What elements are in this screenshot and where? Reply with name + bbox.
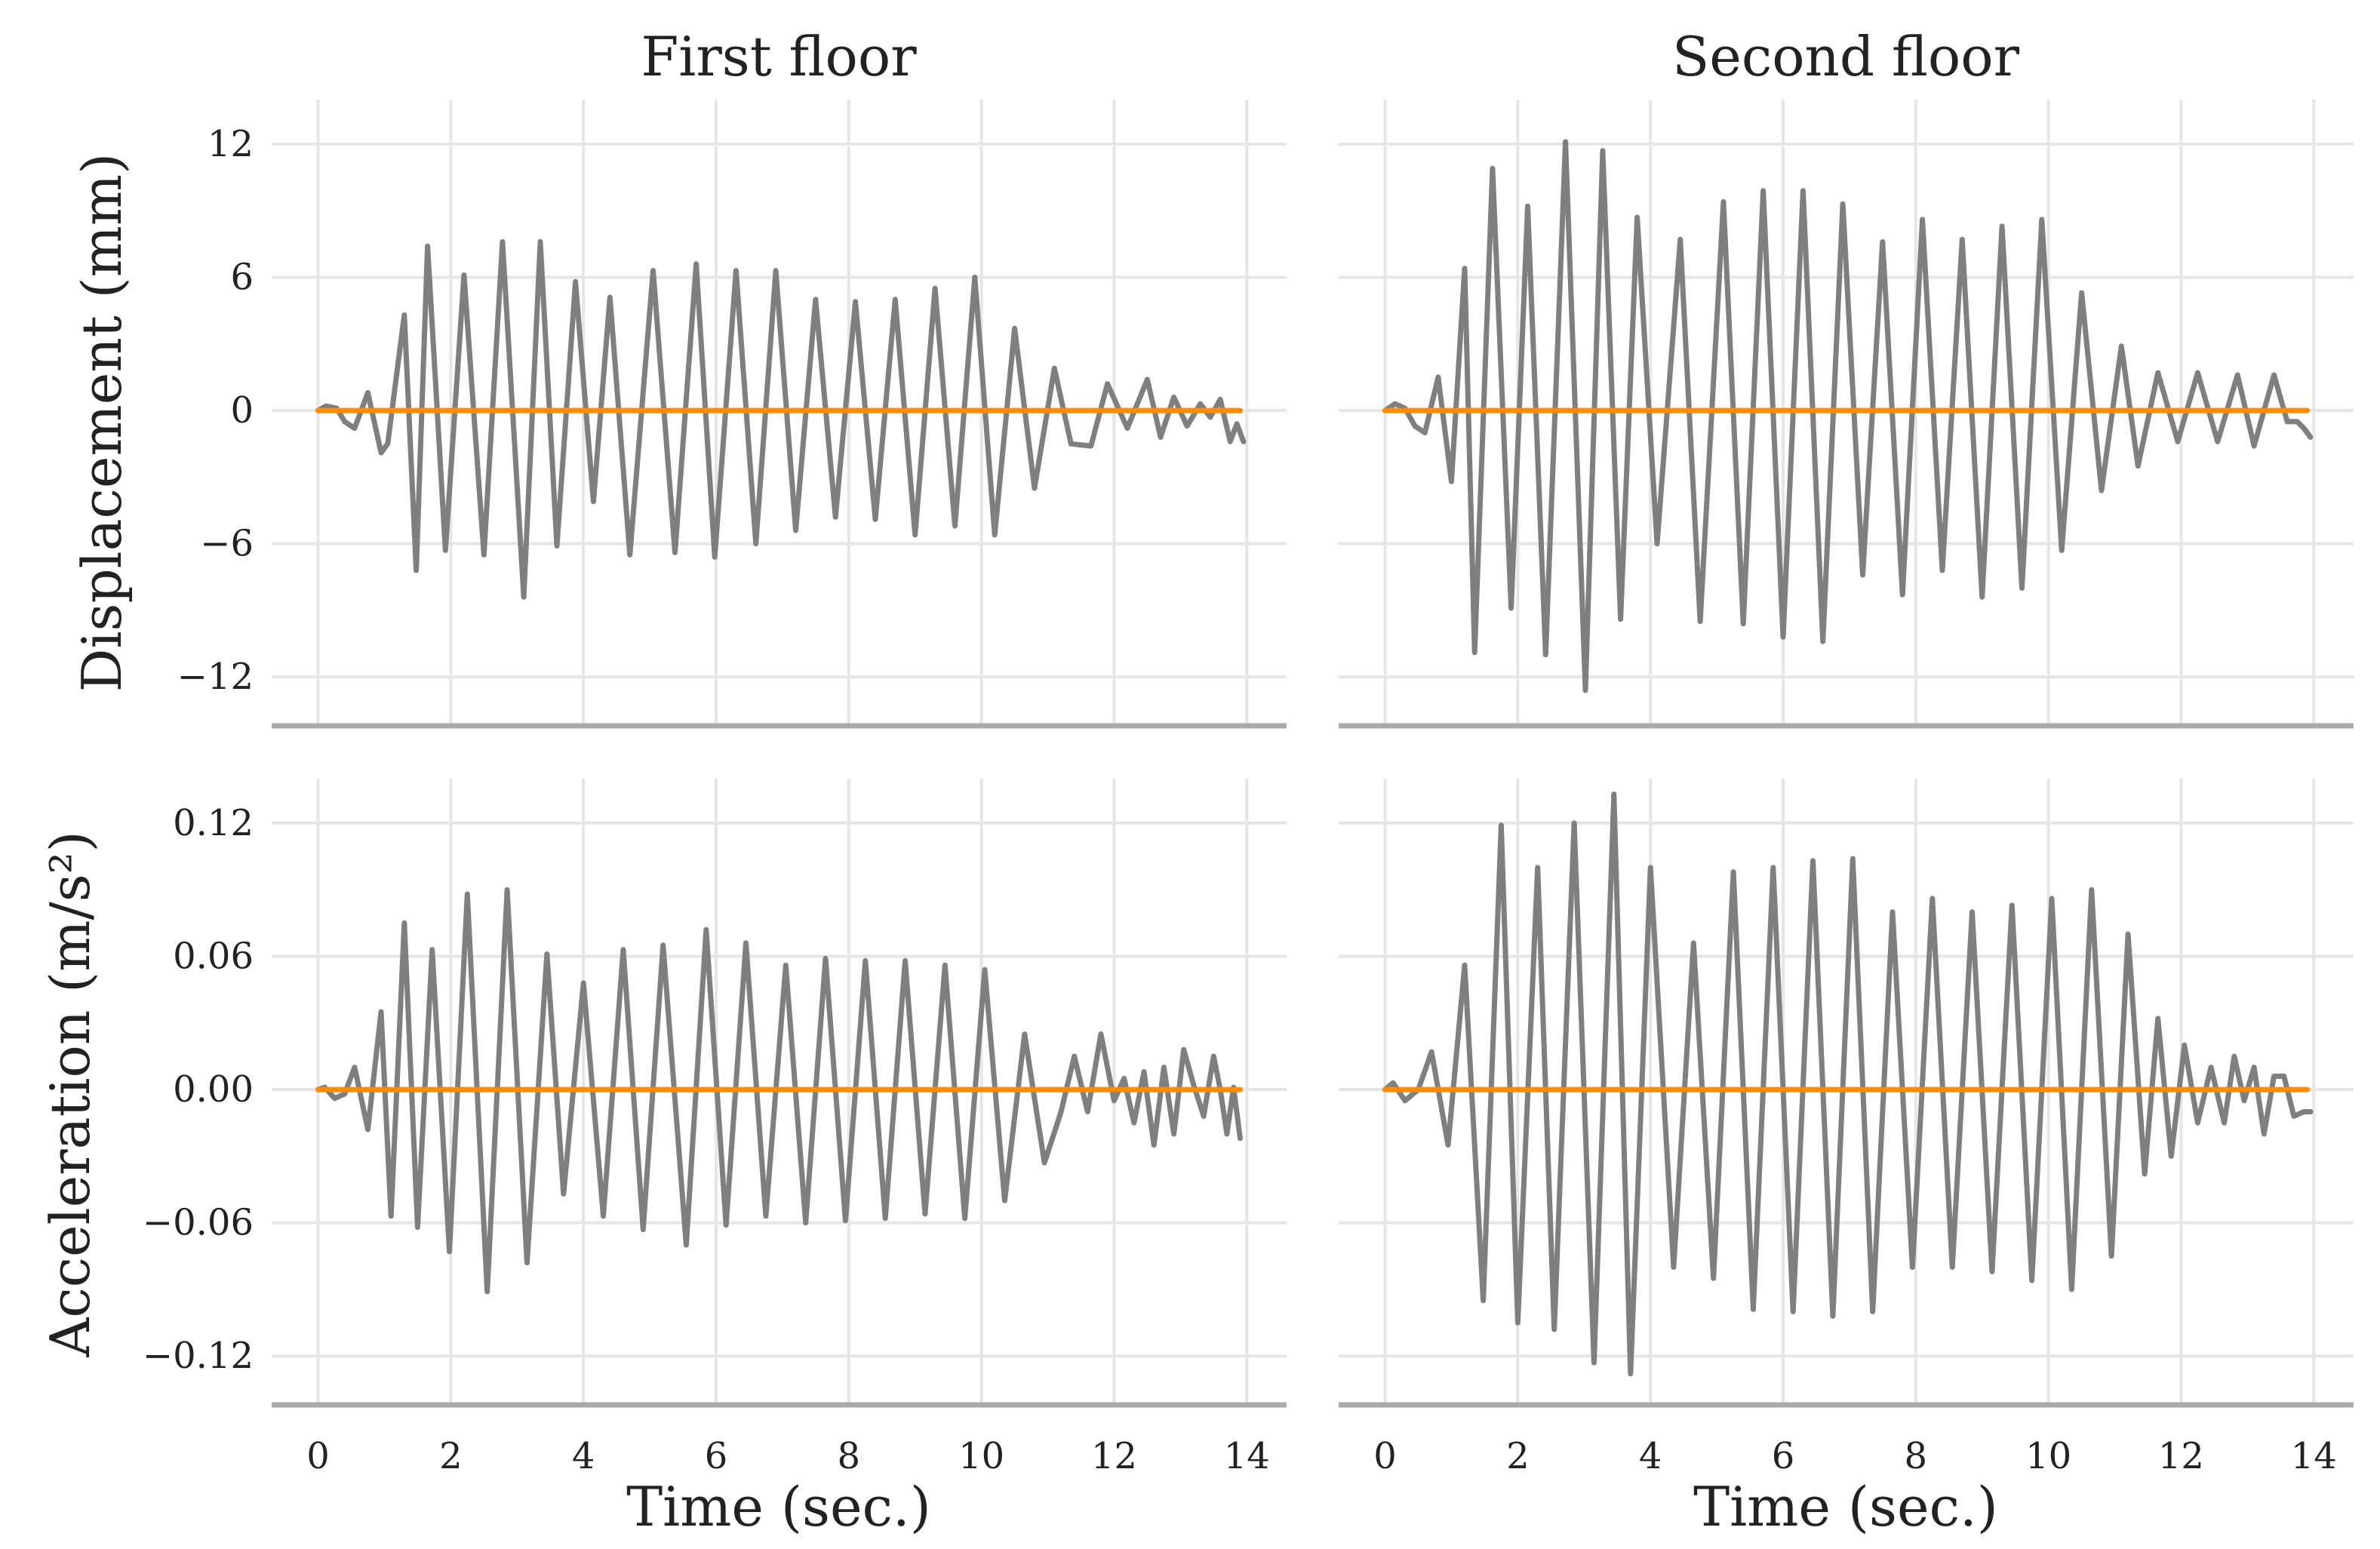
x-tick-label: 0 [306, 1435, 330, 1477]
y-tick-label: 6 [230, 256, 254, 298]
x-tick-label: 8 [1905, 1435, 1928, 1477]
ylabel-acceleration: Acceleration (m/s²) [38, 831, 102, 1357]
x-tick-label: 2 [1506, 1435, 1530, 1477]
x-tick-label: 10 [958, 1435, 1004, 1477]
displacement-second-floor-panel [1339, 100, 2354, 729]
y-tick-label: 12 [208, 123, 254, 165]
col-title-first: First floor [641, 25, 917, 88]
xlabel-second: Time (sec.) [1693, 1475, 1998, 1538]
y-tick-label: −12 [177, 656, 254, 698]
x-tick-label: 10 [2025, 1435, 2071, 1477]
col-title-second: Second floor [1672, 25, 2020, 88]
x-tick-label: 4 [572, 1435, 595, 1477]
y-tick-label: −0.06 [143, 1202, 254, 1244]
x-tick-label: 8 [838, 1435, 861, 1477]
x-tick-label: 6 [705, 1435, 728, 1477]
y-tick-label: −6 [200, 523, 254, 565]
ylabel-displacement: Displacement (mm) [70, 153, 134, 692]
displacement-first-floor-panel: 12 6 0 −6 −12 [177, 100, 1287, 729]
panels: 12 6 0 −6 −12 0 2 4 6 8 10 12 14 0.12 0.06 0.00 −0.06 −0.… [143, 100, 2354, 1477]
x-tick-label: 14 [2291, 1435, 2337, 1477]
x-tick-label: 12 [1091, 1435, 1137, 1477]
acceleration-second-floor-panel: 0 2 4 6 8 10 12 14 [1339, 779, 2354, 1477]
xlabel-first: Time (sec.) [626, 1475, 931, 1538]
acceleration-first-floor-panel: 0 2 4 6 8 10 12 14 0.12 0.06 0.00 −0.06 −0.12 [143, 779, 1287, 1477]
x-tick-label: 2 [439, 1435, 463, 1477]
y-tick-label: 0 [230, 389, 254, 432]
y-tick-label: −0.12 [143, 1335, 254, 1377]
series-response [315, 887, 1243, 1295]
y-tick-label: 0.06 [173, 935, 254, 977]
y-tick-label: 0.12 [173, 802, 254, 844]
x-tick-label: 4 [1639, 1435, 1662, 1477]
series-response [315, 238, 1247, 600]
x-tick-label: 14 [1224, 1435, 1270, 1477]
x-tick-label: 12 [2158, 1435, 2204, 1477]
x-tick-label: 6 [1772, 1435, 1795, 1477]
x-tick-label: 0 [1373, 1435, 1397, 1477]
y-tick-label: 0.00 [173, 1068, 254, 1111]
series-response [1382, 791, 2314, 1377]
series-response [1382, 139, 2314, 693]
